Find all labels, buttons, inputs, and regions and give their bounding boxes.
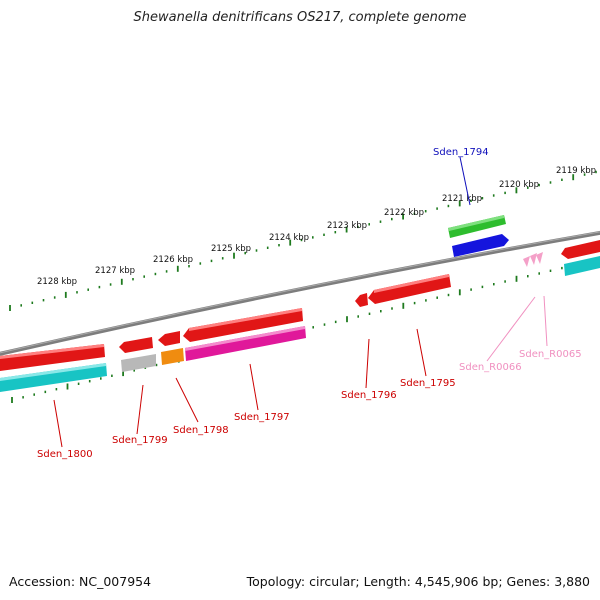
rna-sden-r0065-b[interactable] (536, 252, 543, 264)
kbp-label-2124: 2124 kbp (269, 233, 309, 243)
kbp-label-2128: 2128 kbp (37, 277, 77, 287)
forward-features (448, 215, 600, 276)
gene-sden-1797[interactable] (183, 308, 303, 342)
accession-text: Accession: NC_007954 (9, 574, 152, 589)
gene-label-sden-1797[interactable]: Sden_1797 (234, 412, 290, 423)
kbp-label-2119: 2119 kbp (556, 166, 596, 176)
kbp-label-2125: 2125 kbp (211, 244, 251, 254)
gene-sden-1798[interactable] (158, 331, 180, 346)
outer-tick-track (9, 170, 597, 311)
gene-label-sden-1800[interactable]: Sden_1800 (37, 449, 93, 460)
genome-summary-text: Topology: circular; Length: 4,545,906 bp… (246, 574, 590, 589)
gene-sden-1794-blue[interactable] (452, 234, 509, 257)
gene-label-sden-r0066[interactable]: Sden_R0066 (459, 362, 522, 373)
gene-label-sden-1796[interactable]: Sden_1796 (341, 390, 397, 401)
gene-right-red[interactable] (561, 240, 600, 259)
gene-labels: Sden_1800 Sden_1799 Sden_1798 Sden_1797 … (37, 147, 582, 460)
kbp-label-2126: 2126 kbp (153, 255, 193, 265)
kbp-label-2123: 2123 kbp (327, 221, 367, 231)
gene-label-sden-1795[interactable]: Sden_1795 (400, 378, 456, 389)
gene-sden-1797-magenta[interactable] (185, 326, 306, 361)
rna-sden-r0066[interactable] (523, 256, 530, 267)
gene-label-sden-1798[interactable]: Sden_1798 (173, 425, 229, 436)
gene-label-sden-r0065[interactable]: Sden_R0065 (519, 349, 582, 360)
kbp-labels: 2128 kbp 2127 kbp 2126 kbp 2125 kbp 2124… (37, 166, 596, 287)
gene-right-cyan[interactable] (564, 256, 600, 276)
rna-sden-r0065-a[interactable] (530, 253, 537, 265)
label-leaders (53, 156, 548, 448)
gene-label-sden-1794[interactable]: Sden_1794 (433, 147, 489, 158)
gene-sden-1800[interactable] (0, 344, 105, 371)
gene-sden-1800-cyan[interactable] (0, 363, 107, 392)
gene-sden-1798-orange[interactable] (161, 348, 184, 365)
kbp-label-2127: 2127 kbp (95, 266, 135, 276)
gene-sden-1795[interactable] (368, 274, 451, 304)
gene-label-sden-1799[interactable]: Sden_1799 (112, 435, 168, 446)
kbp-label-2120: 2120 kbp (499, 180, 539, 190)
kbp-label-2121: 2121 kbp (442, 194, 482, 204)
gene-sden-1799[interactable] (119, 337, 153, 353)
page-title: Shewanella denitrificans OS217, complete… (133, 10, 467, 25)
gene-sden-1799-gray[interactable] (121, 354, 156, 372)
genome-backbone (0, 230, 600, 356)
reverse-features (0, 274, 451, 392)
kbp-label-2122: 2122 kbp (384, 208, 424, 218)
gene-sden-1796[interactable] (355, 293, 368, 307)
